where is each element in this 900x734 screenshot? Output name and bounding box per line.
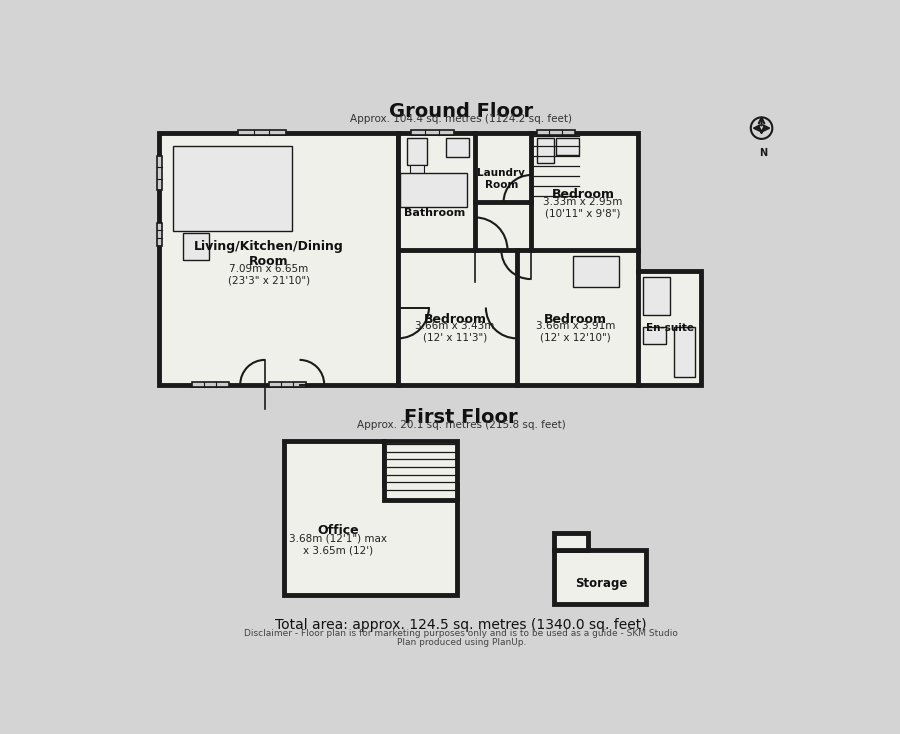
Text: 7.09m x 6.65m
(23'3" x 21'10"): 7.09m x 6.65m (23'3" x 21'10") — [228, 264, 310, 286]
Text: Laundry
Room: Laundry Room — [477, 168, 526, 190]
Bar — [556, 138, 579, 155]
Polygon shape — [554, 533, 589, 550]
Text: First Floor: First Floor — [404, 407, 518, 426]
Text: Approx. 104.4 sq. metres (1124.2 sq. feet): Approx. 104.4 sq. metres (1124.2 sq. fee… — [350, 115, 572, 124]
Bar — [446, 138, 469, 157]
Bar — [411, 130, 454, 136]
Bar — [410, 165, 424, 174]
Text: Approx. 20.1 sq. metres (215.8 sq. feet): Approx. 20.1 sq. metres (215.8 sq. feet) — [357, 420, 565, 430]
Text: Bedroom: Bedroom — [544, 313, 607, 326]
Bar — [238, 130, 285, 136]
Text: Living/Kitchen/Dining
Room: Living/Kitchen/Dining Room — [194, 239, 344, 268]
Bar — [269, 382, 306, 388]
Bar — [192, 382, 229, 388]
Text: 3.68m (12'1") max
x 3.65m (12'): 3.68m (12'1") max x 3.65m (12') — [289, 534, 387, 556]
Bar — [643, 277, 670, 315]
Bar — [643, 327, 666, 344]
Bar — [408, 138, 427, 165]
Bar — [384, 440, 457, 500]
Polygon shape — [159, 133, 398, 385]
Polygon shape — [398, 133, 701, 385]
Text: En-suite: En-suite — [646, 323, 694, 333]
Bar — [674, 327, 696, 377]
Text: N: N — [759, 148, 767, 158]
Text: Bedroom: Bedroom — [424, 313, 487, 326]
Bar — [536, 130, 575, 136]
Bar — [173, 146, 292, 230]
Text: Total area: approx. 124.5 sq. metres (1340.0 sq. feet): Total area: approx. 124.5 sq. metres (13… — [275, 618, 647, 632]
Text: Disclaimer - Floor plan is for marketing purposes only and is to be used as a gu: Disclaimer - Floor plan is for marketing… — [244, 629, 679, 639]
Text: 3.33m x 2.95m
(10'11" x 9'8"): 3.33m x 2.95m (10'11" x 9'8") — [544, 197, 623, 218]
Text: Bedroom: Bedroom — [552, 188, 615, 201]
Bar — [554, 550, 646, 604]
Bar — [157, 223, 162, 246]
Text: Bathroom: Bathroom — [404, 208, 465, 218]
Bar — [157, 156, 162, 191]
Text: 3.66m x 3.91m
(12' x 12'10"): 3.66m x 3.91m (12' x 12'10") — [536, 321, 615, 343]
Bar — [573, 256, 619, 287]
Polygon shape — [284, 440, 457, 595]
Text: Office: Office — [317, 524, 359, 537]
Text: 3.66m x 3.43m
(12' x 11'3"): 3.66m x 3.43m (12' x 11'3") — [416, 321, 495, 343]
Bar — [183, 233, 210, 260]
Text: Storage: Storage — [575, 577, 627, 589]
Text: Plan produced using PlanUp.: Plan produced using PlanUp. — [397, 638, 526, 647]
Bar — [400, 172, 467, 208]
Bar — [536, 138, 554, 163]
Text: Ground Floor: Ground Floor — [389, 102, 534, 121]
